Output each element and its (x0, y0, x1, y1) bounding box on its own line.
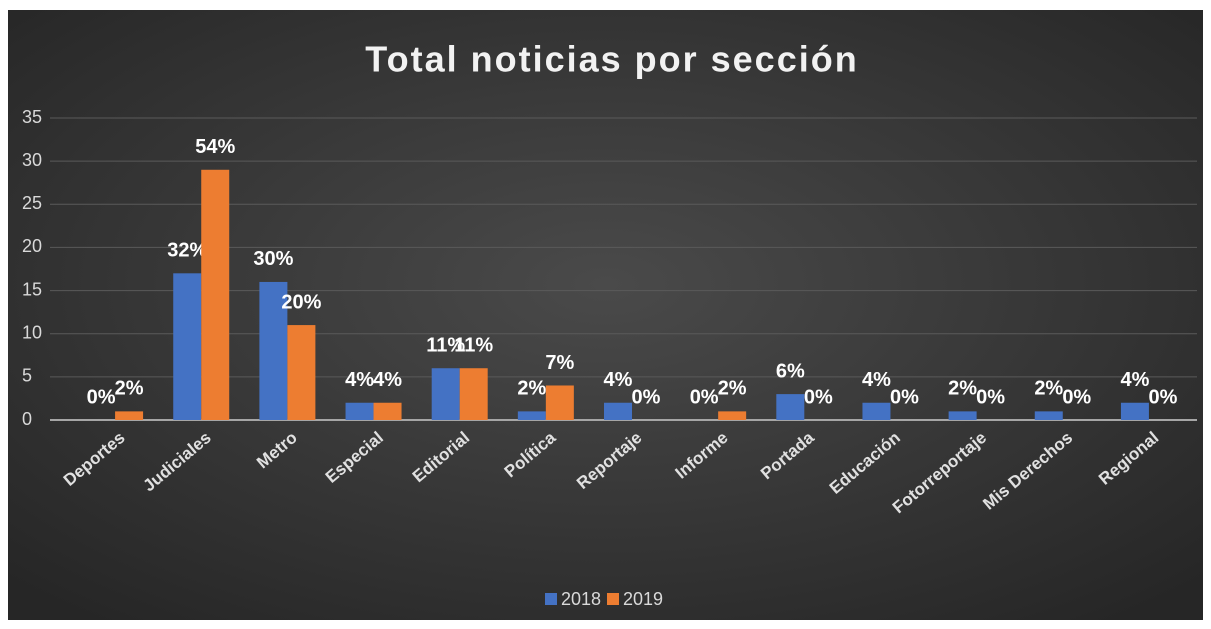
bar (459, 368, 488, 420)
legend-label: 2018 (561, 589, 601, 609)
bar (718, 411, 747, 420)
bar (545, 385, 574, 420)
bar (604, 402, 632, 420)
bar (345, 402, 374, 420)
data-label: 4% (604, 369, 633, 391)
legend-label: 2019 (623, 589, 663, 609)
chart-title: Total noticias por sección (365, 39, 858, 80)
data-label: 30% (253, 248, 293, 270)
data-label: 0% (890, 386, 919, 408)
data-label: 11% (426, 335, 465, 357)
y-tick-label: 35 (22, 107, 42, 127)
bar (948, 411, 977, 420)
y-tick-label: 5 (22, 366, 32, 386)
data-label: 2% (517, 378, 546, 400)
data-label: 0% (87, 386, 116, 408)
data-label: 2% (718, 378, 747, 400)
bar (373, 402, 402, 420)
data-label: 6% (776, 360, 805, 382)
y-tick-label: 20 (22, 236, 42, 256)
bar (287, 325, 316, 420)
data-label: 54% (195, 136, 235, 158)
data-label: 20% (281, 291, 321, 313)
bar (517, 411, 546, 420)
data-label: 0% (976, 386, 1005, 408)
bar (259, 281, 288, 420)
data-label: 32% (167, 240, 207, 262)
data-label: 4% (345, 369, 374, 391)
data-label: 4% (1120, 369, 1149, 391)
legend-swatch (607, 593, 619, 605)
bar (862, 402, 891, 420)
bar (1120, 402, 1149, 420)
y-tick-label: 15 (22, 279, 42, 299)
data-label: 11% (454, 335, 493, 357)
data-label: 0% (1148, 386, 1177, 408)
data-label: 4% (373, 369, 402, 391)
bar (173, 273, 202, 420)
bar (201, 169, 230, 420)
data-label: 4% (862, 369, 891, 391)
y-tick-label: 30 (22, 150, 42, 170)
bar (431, 368, 460, 420)
data-label: 0% (632, 386, 661, 408)
bar (115, 411, 144, 420)
data-label: 2% (1034, 378, 1063, 400)
bar (1034, 411, 1063, 420)
data-label: 0% (690, 386, 719, 408)
data-label: 2% (948, 378, 977, 400)
bar (776, 394, 805, 420)
data-label: 2% (115, 378, 144, 400)
y-tick-label: 0 (22, 409, 32, 429)
y-tick-label: 10 (22, 322, 42, 342)
legend-swatch (545, 593, 557, 605)
data-label: 7% (545, 352, 574, 374)
y-tick-label: 25 (22, 193, 42, 213)
data-label: 0% (1062, 386, 1091, 408)
data-label: 0% (804, 386, 833, 408)
